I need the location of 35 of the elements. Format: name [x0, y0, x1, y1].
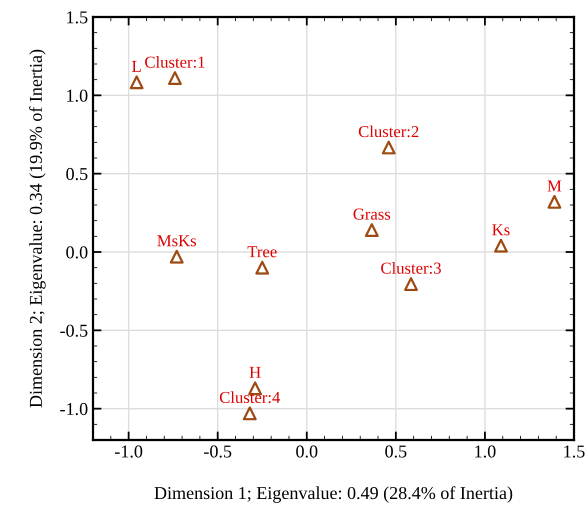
y-tick-label: 1.5	[67, 11, 88, 24]
x-axis-title: Dimension 1; Eigenvalue: 0.49 (28.4% of Inertia)	[154, 486, 512, 503]
y-tick-label: 1.0	[67, 90, 88, 102]
y-tick-label: 0.5	[66, 168, 88, 180]
point	[494, 238, 508, 253]
y-tick-label: 0.0	[66, 246, 88, 259]
y-tick-label: -1.0	[60, 402, 88, 416]
point	[404, 277, 418, 292]
annotation: H	[250, 366, 261, 378]
x-tick-label: -1.0	[115, 445, 142, 458]
annotation: Cluster:2	[358, 125, 418, 138]
point	[130, 75, 144, 90]
annotation: Grass	[354, 208, 390, 220]
annotation: L	[132, 60, 141, 72]
annotation: Cluster:3	[381, 262, 441, 274]
x-tick-label: 0.0	[296, 445, 318, 458]
annotation: Cluster:1	[145, 56, 204, 68]
point	[168, 71, 182, 86]
annotation: Tree	[248, 246, 277, 258]
point	[170, 250, 184, 264]
point	[547, 194, 562, 209]
annotation: Ks	[492, 224, 510, 236]
point	[382, 140, 396, 154]
annotation: Cluster:4	[220, 391, 280, 404]
y-axis-title: Dimension 2; Eigenvalue: 0.34 (19.9% of Inertia)	[29, 50, 46, 408]
point	[242, 406, 257, 420]
y-tick-label: -0.5	[60, 324, 88, 337]
x-tick-label: -0.5	[204, 445, 232, 458]
x-tick-label: 1.0	[475, 445, 496, 458]
annotation: M	[547, 180, 562, 192]
x-tick-label: 0.5	[385, 445, 406, 458]
annotation: MsKs	[157, 235, 196, 246]
point	[364, 223, 379, 237]
x-tick-label: 1.5	[564, 445, 585, 458]
point	[255, 260, 270, 275]
